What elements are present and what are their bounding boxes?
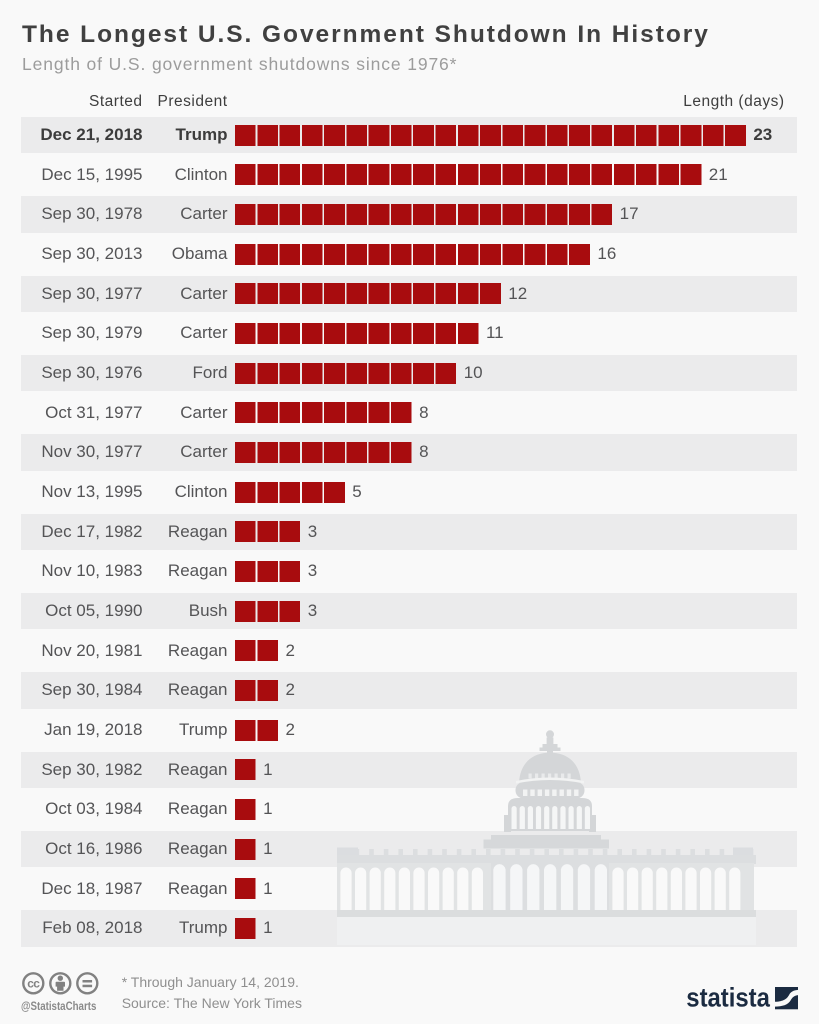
svg-text:cc: cc [27,977,40,991]
svg-text:statista: statista [686,983,770,1012]
